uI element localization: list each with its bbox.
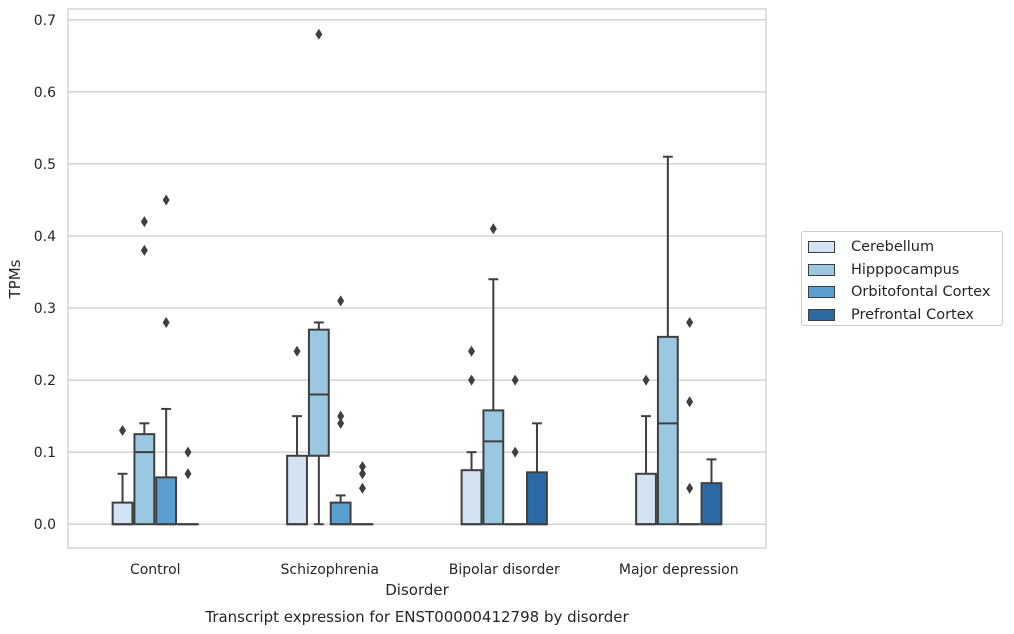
outlier-point xyxy=(337,295,345,307)
box-cerebellum xyxy=(286,345,308,526)
box-body xyxy=(656,335,679,526)
box-body xyxy=(329,501,352,526)
outlier-point xyxy=(642,374,650,386)
outlier-point xyxy=(686,316,694,328)
outlier-point xyxy=(184,468,192,480)
outlier-point xyxy=(511,446,519,458)
x-tick-label: Bipolar disorder xyxy=(449,562,560,578)
outlier-point xyxy=(489,223,497,235)
y-tick-label: 0.7 xyxy=(34,13,56,29)
legend-label: Prefrontal Cortex xyxy=(851,307,974,324)
box-hipppocampus xyxy=(482,223,505,526)
outlier-point xyxy=(358,482,366,494)
y-tick-label: 0.1 xyxy=(34,445,56,461)
box-cerebellum xyxy=(460,345,483,526)
legend-item: Orbitofontal Cortex xyxy=(802,281,1002,304)
y-tick-labels: 0.0 0.1 0.2 0.3 0.4 0.5 0.6 0.7 xyxy=(34,13,56,533)
box-body xyxy=(635,472,657,526)
outlier-point xyxy=(162,316,170,328)
box-hipppocampus xyxy=(307,28,330,526)
outlier-point xyxy=(337,410,345,422)
y-tick-label: 0.0 xyxy=(34,517,56,533)
box-hipppocampus xyxy=(133,216,156,526)
legend-swatch xyxy=(808,241,835,254)
y-tick-label: 0.5 xyxy=(34,157,56,173)
x-tick-label: Major depression xyxy=(619,562,739,578)
box-prefrontal-cortex xyxy=(700,458,723,526)
outlier-point xyxy=(358,461,366,473)
outlier-point xyxy=(119,425,127,437)
box-body xyxy=(482,409,505,526)
x-tick-labels: Control Schizophrenia Bipolar disorder Majo… xyxy=(130,562,739,578)
y-tick-label: 0.6 xyxy=(34,85,56,101)
y-tick-label: 0.4 xyxy=(34,229,56,245)
legend-swatch xyxy=(808,263,835,276)
y-tick-label: 0.2 xyxy=(34,373,56,389)
box-prefrontal-cortex xyxy=(526,422,548,526)
x-tick-label: Control xyxy=(130,562,181,578)
box-cerebellum xyxy=(635,374,657,526)
x-tick-label: Schizophrenia xyxy=(281,562,379,578)
legend-label: Cerebellum xyxy=(851,239,935,256)
outlier-point xyxy=(468,374,476,386)
box-orbitofontal-cortex xyxy=(504,374,527,526)
outlier-point xyxy=(358,468,366,480)
box-body xyxy=(526,471,548,526)
legend-label: Hipppocampus xyxy=(851,261,960,278)
chart-title: Transcript expression for ENST0000041279… xyxy=(204,608,629,626)
legend-item: Hipppocampus xyxy=(802,259,1002,282)
outlier-point xyxy=(162,194,170,206)
legend-item: Prefrontal Cortex xyxy=(802,304,1002,327)
box-prefrontal-cortex xyxy=(177,446,199,526)
box-cerebellum xyxy=(111,425,134,526)
legend-swatch xyxy=(808,309,835,322)
outlier-point xyxy=(315,28,323,40)
box-orbitofontal-cortex xyxy=(155,194,178,526)
legend: Cerebellum Hipppocampus Orbitofontal Corte… xyxy=(801,231,1003,326)
outlier-point xyxy=(686,482,694,494)
boxes xyxy=(111,28,723,526)
outlier-point xyxy=(140,216,148,228)
outlier-point xyxy=(511,374,519,386)
box-body xyxy=(111,501,134,526)
box-body xyxy=(286,454,308,526)
y-axis-title: TPMs xyxy=(6,259,24,299)
plot-area-frame xyxy=(67,8,767,549)
box-orbitofontal-cortex xyxy=(678,316,701,526)
legend-label: Orbitofontal Cortex xyxy=(851,284,991,301)
outlier-point xyxy=(686,396,694,408)
box-body xyxy=(460,469,483,526)
box-body xyxy=(700,482,723,526)
x-axis-title: Disorder xyxy=(385,581,449,599)
box-prefrontal-cortex xyxy=(351,461,374,526)
outlier-point xyxy=(337,417,345,429)
outlier-point xyxy=(140,244,148,256)
outlier-point xyxy=(184,446,192,458)
outlier-point xyxy=(293,345,301,357)
box-body xyxy=(307,328,330,457)
box-body xyxy=(155,476,178,526)
y-tick-label: 0.3 xyxy=(34,301,56,317)
box-body xyxy=(133,433,156,526)
legend-swatch xyxy=(808,286,835,299)
outlier-point xyxy=(468,345,476,357)
gridlines xyxy=(68,19,766,525)
box-hipppocampus xyxy=(656,155,679,526)
box-orbitofontal-cortex xyxy=(329,295,352,526)
legend-item: Cerebellum xyxy=(802,236,1002,259)
